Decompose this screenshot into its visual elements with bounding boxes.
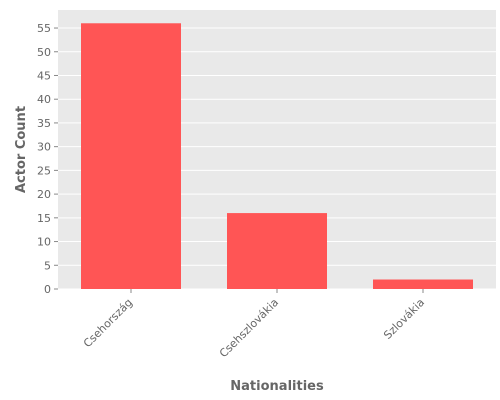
bars	[81, 23, 473, 290]
y-tick-label: 35	[37, 117, 51, 130]
bar	[227, 213, 327, 289]
y-tick-label: 50	[37, 46, 51, 59]
y-tick-label: 15	[37, 212, 51, 225]
y-axis-label: Actor Count	[14, 106, 29, 193]
bar	[81, 23, 181, 290]
x-tick-label: Csehszlovákia	[217, 296, 281, 360]
x-axis-label: Nationalities	[230, 379, 324, 394]
y-tick-label: 25	[37, 164, 51, 177]
y-tick-label: 40	[37, 93, 51, 106]
x-tick-label: Csehország	[81, 296, 135, 350]
x-tick-label: Szlovákia	[381, 296, 427, 342]
bar	[373, 279, 473, 289]
y-tick-label: 20	[37, 188, 51, 201]
y-tick-label: 45	[37, 69, 51, 82]
y-tick-label: 10	[37, 236, 51, 249]
x-axis-ticks: Csehország Csehszlovákia Szlovákia	[81, 289, 427, 360]
y-axis-ticks: 0 5 10 15 20 25 30 35 40 45 50 55	[37, 22, 58, 296]
y-tick-label: 5	[44, 259, 51, 272]
y-tick-label: 55	[37, 22, 51, 35]
y-tick-label: 0	[44, 283, 51, 296]
y-tick-label: 30	[37, 141, 51, 154]
